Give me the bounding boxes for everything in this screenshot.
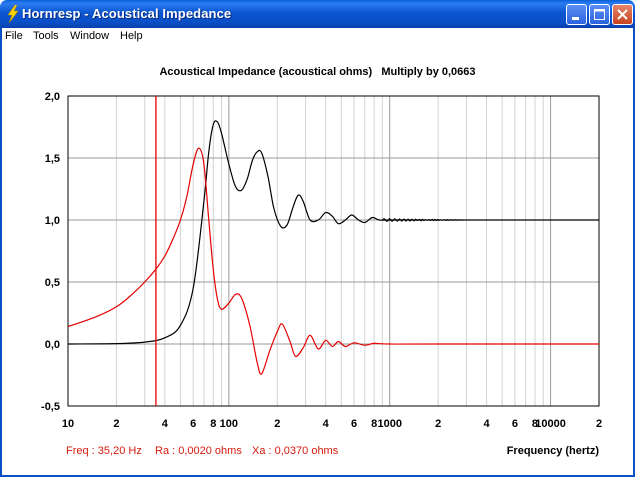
x-tick-label: 8 (210, 418, 216, 430)
y-tick-label: 1,0 (45, 215, 60, 227)
close-button[interactable] (612, 4, 633, 25)
y-tick-label: 2,0 (45, 91, 60, 103)
window-title: Hornresp - Acoustical Impedance (22, 6, 232, 21)
x-tick-label: 4 (323, 418, 330, 430)
x-tick-label: 6 (351, 418, 357, 430)
series-line-black (67, 120, 599, 345)
x-tick-label: 2 (113, 418, 119, 430)
menu-bar: File Tools Window Help (0, 28, 635, 47)
status-ra: Ra : 0,0020 ohms (155, 445, 242, 457)
lightning-bolt-icon (7, 5, 19, 23)
y-tick-label: 0,0 (45, 339, 60, 351)
menu-tools[interactable]: Tools (33, 30, 59, 42)
x-tick-label: 2 (596, 418, 602, 430)
x-tick-label: 10 (62, 418, 74, 430)
y-tick-label: 1,5 (45, 153, 60, 165)
y-tick-label: 0,5 (45, 277, 60, 289)
x-tick-label: 4 (162, 418, 169, 430)
title-bar[interactable]: Hornresp - Acoustical Impedance (0, 0, 635, 28)
window-frame-right (633, 28, 635, 477)
close-icon (617, 9, 628, 20)
x-tick-label: 1000 (377, 418, 401, 430)
chart-title: Acoustical Impedance (acoustical ohms) M… (159, 66, 476, 78)
menu-window[interactable]: Window (70, 30, 110, 42)
x-tick-label: 100 (220, 418, 238, 430)
x-tick-label: 8 (371, 418, 377, 430)
maximize-icon (594, 9, 605, 20)
x-axis-label: Frequency (hertz) (506, 445, 599, 457)
x-tick-label: 8 (532, 418, 538, 430)
maximize-button[interactable] (589, 4, 610, 25)
x-tick-label: 4 (484, 418, 491, 430)
menu-help[interactable]: Help (120, 30, 143, 42)
x-tick-label: 10000 (535, 418, 566, 430)
status-xa: Xa : 0,0370 ohms (252, 445, 339, 457)
x-tick-label: 2 (435, 418, 441, 430)
y-tick-label: -0,5 (41, 401, 60, 413)
minimize-icon (572, 17, 579, 20)
minimize-button[interactable] (566, 4, 587, 25)
series-ripple-black (381, 218, 466, 222)
x-tick-label: 6 (512, 418, 518, 430)
plot-frame (67, 95, 600, 407)
series-line-red (67, 147, 599, 375)
status-frequency: Freq : 35,20 Hz (66, 445, 142, 457)
menu-file[interactable]: File (5, 30, 23, 42)
window-frame-left (0, 28, 2, 477)
x-tick-label: 6 (190, 418, 196, 430)
x-tick-label: 2 (274, 418, 280, 430)
window-frame-bottom (0, 475, 635, 477)
